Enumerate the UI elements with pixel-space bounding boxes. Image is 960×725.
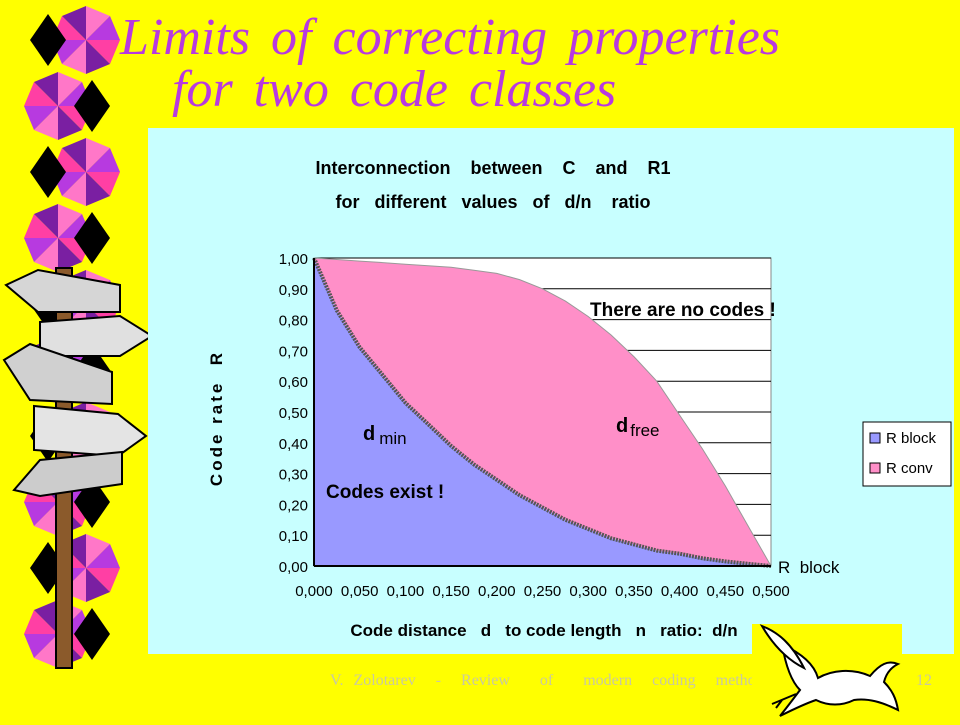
ribbon-segment bbox=[24, 238, 58, 262]
ribbon-segment bbox=[58, 106, 82, 140]
ribbon-segment bbox=[58, 204, 82, 238]
ribbon-segment bbox=[86, 568, 110, 602]
ribbon-segment bbox=[62, 138, 86, 172]
dove-icon bbox=[752, 624, 902, 720]
ribbon-segment bbox=[86, 16, 120, 40]
y-tick-label: 0,70 bbox=[279, 343, 308, 360]
y-tick-label: 0,50 bbox=[279, 405, 308, 422]
y-tick-label: 0,90 bbox=[279, 282, 308, 299]
ribbon-segment bbox=[34, 238, 58, 272]
ribbon-segment bbox=[34, 204, 58, 238]
ribbon-segment bbox=[24, 214, 58, 238]
ribbon-segment bbox=[86, 40, 110, 74]
ribbon-segment bbox=[24, 106, 58, 130]
ribbon-segment bbox=[24, 82, 58, 106]
ribbon-segment bbox=[58, 72, 82, 106]
r-block-curve bbox=[312, 257, 772, 568]
ribbon-segment bbox=[86, 534, 110, 568]
annotation-codes-exist: Codes exist ! bbox=[326, 482, 444, 503]
ribbon-diamond bbox=[30, 14, 66, 66]
x-tick-label: 0,050 bbox=[341, 583, 379, 600]
chart-title-line-1: Interconnection between C and R1 bbox=[315, 158, 670, 178]
y-tick-label: 0,60 bbox=[279, 374, 308, 391]
ribbon-segment bbox=[58, 238, 82, 272]
y-axis-label: Code rate R bbox=[207, 350, 226, 486]
y-tick-label: 0,00 bbox=[279, 559, 308, 576]
ribbon-diamond bbox=[30, 146, 66, 198]
ribbon-segment bbox=[24, 610, 58, 634]
y-tick-label: 0,40 bbox=[279, 436, 308, 453]
legend-swatch-r-conv bbox=[869, 462, 881, 474]
chart-legend: R block R conv bbox=[862, 421, 952, 487]
x-tick-label: 0,400 bbox=[661, 583, 699, 600]
ribbon-segment bbox=[34, 600, 58, 634]
x-tick-label: 0,500 bbox=[752, 583, 790, 600]
ribbon-segment bbox=[86, 148, 120, 172]
ribbon-segment bbox=[24, 502, 58, 526]
annotation-d-free: d free bbox=[616, 415, 660, 440]
signpost-icon bbox=[2, 267, 154, 669]
ribbon-diamond bbox=[74, 80, 110, 132]
chart-panel: Interconnection between C and R1 for dif… bbox=[148, 128, 954, 654]
ribbon-segment bbox=[86, 568, 120, 592]
ribbon-diamond bbox=[74, 608, 110, 660]
ribbon-segment bbox=[34, 634, 58, 668]
r-block-area bbox=[314, 258, 771, 566]
ribbon-segment bbox=[86, 544, 120, 568]
x-tick-label: 0,150 bbox=[432, 583, 470, 600]
ribbon-diamond bbox=[74, 212, 110, 264]
x-tick-label: 0,450 bbox=[707, 583, 745, 600]
legend-label-r-conv: R conv bbox=[886, 460, 933, 477]
ribbon-segment bbox=[86, 172, 110, 206]
ribbon-segment bbox=[34, 72, 58, 106]
ribbon-segment bbox=[24, 634, 58, 658]
legend-label-r-block: R block bbox=[886, 430, 937, 447]
y-tick-labels: 0,00 0,10 0,20 0,30 0,40 0,50 0,60 0,70 0,80 0,90… bbox=[279, 251, 308, 576]
footer-text: V. Zolotarev - Review of modern coding m… bbox=[330, 672, 770, 689]
r-conv-curve bbox=[313, 257, 772, 567]
title-line-2: for two code classes bbox=[172, 61, 617, 118]
title-line-1: Limits of correcting properties bbox=[120, 9, 781, 66]
y-tick-label: 0,10 bbox=[279, 528, 308, 545]
annotation-r-block-end: R block bbox=[778, 558, 840, 577]
ribbon-segment bbox=[86, 138, 110, 172]
ribbon-segment bbox=[86, 172, 120, 196]
annotation-d-min: d min bbox=[363, 423, 407, 448]
y-tick-label: 1,00 bbox=[279, 251, 308, 268]
annotation-no-codes: There are no codes ! bbox=[590, 300, 776, 321]
ribbon-segment bbox=[34, 106, 58, 140]
legend-swatch-r-block bbox=[869, 432, 881, 444]
x-axis-label: Code distance d to code length n ratio: … bbox=[350, 621, 737, 640]
x-tick-label: 0,250 bbox=[524, 583, 562, 600]
y-tick-label: 0,30 bbox=[279, 467, 308, 484]
x-tick-labels: 0,000 0,050 0,100 0,150 0,200 0,250 0,300 0,350… bbox=[295, 583, 790, 600]
x-tick-label: 0,000 bbox=[295, 583, 333, 600]
y-tick-label: 0,80 bbox=[279, 313, 308, 330]
x-tick-label: 0,100 bbox=[387, 583, 425, 600]
ribbon-segment bbox=[62, 6, 86, 40]
slide-title: Limits of correcting properties for two … bbox=[120, 12, 950, 116]
y-tick-label: 0,20 bbox=[279, 497, 308, 514]
page-number: 12 bbox=[916, 672, 932, 689]
rate-vs-distance-chart: Interconnection between C and R1 for dif… bbox=[207, 158, 952, 640]
ribbon-segment bbox=[34, 502, 58, 536]
ribbon-segment bbox=[86, 6, 110, 40]
ribbon-segment bbox=[86, 40, 120, 64]
ribbon-segment bbox=[62, 172, 86, 206]
x-tick-label: 0,200 bbox=[478, 583, 516, 600]
x-tick-label: 0,300 bbox=[569, 583, 607, 600]
chart-title-line-2: for different values of d/n ratio bbox=[335, 192, 650, 212]
ribbon-segment bbox=[62, 40, 86, 74]
ribbon-decoration bbox=[2, 6, 154, 669]
x-tick-label: 0,350 bbox=[615, 583, 653, 600]
